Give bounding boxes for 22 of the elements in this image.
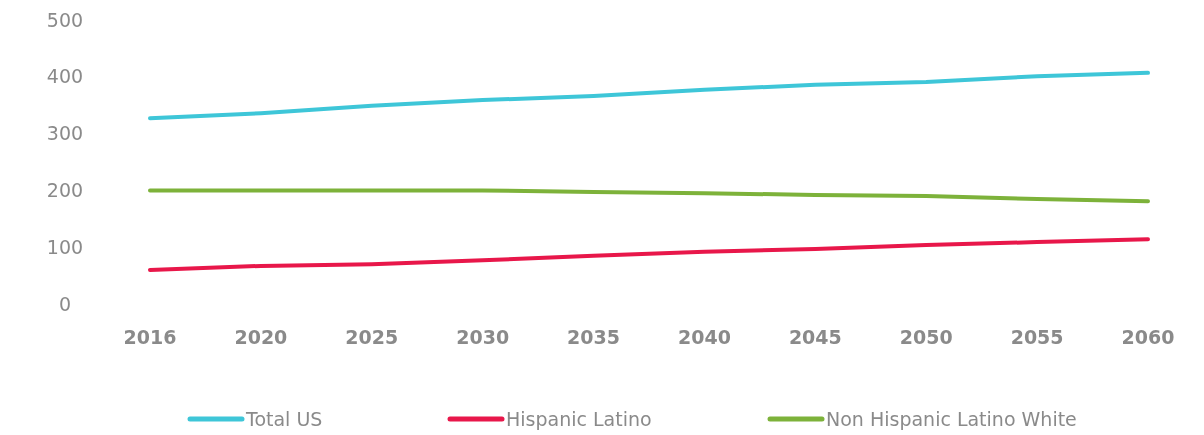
x-tick-label: 2060 [1121,325,1175,348]
x-tick-label: 2045 [788,325,842,348]
y-tick-label: 300 [46,122,84,145]
y-tick-label: 200 [46,179,84,202]
legend-label: Hispanic Latino [506,407,652,430]
y-tick-label: 500 [46,8,84,31]
x-tick-label: 2030 [456,325,510,348]
y-tick-label: 0 [58,292,72,315]
line-series [148,70,1150,121]
legend-label: Non Hispanic Latino White [826,407,1077,430]
line-series [148,188,1150,204]
line-series [148,237,1150,272]
x-tick-label: 2055 [1010,325,1064,348]
x-tick-label: 2025 [345,325,399,348]
x-tick-label: 2016 [123,325,177,348]
legend-label: Total US [245,407,323,430]
x-tick-label: 2035 [567,325,620,348]
y-tick-label: 100 [46,235,84,258]
x-tick-label: 2040 [678,325,731,348]
x-tick-label: 2020 [234,325,288,348]
y-tick-label: 400 [46,65,84,88]
x-tick-label: 2050 [899,325,953,348]
